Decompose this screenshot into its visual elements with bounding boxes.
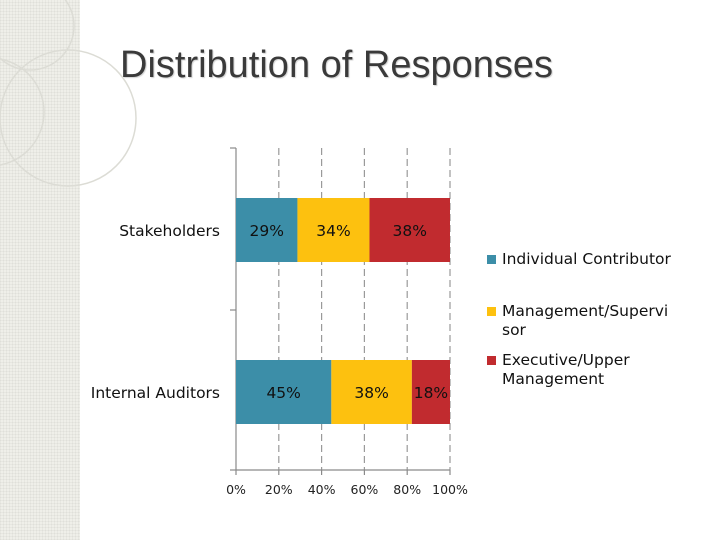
x-tick-label: 60% (351, 482, 379, 497)
category-label: Internal Auditors (91, 384, 220, 402)
data-label: 34% (316, 222, 350, 240)
x-tick-label: 0% (226, 482, 246, 497)
legend-item-management-supervisor: Management/Supervi sor (487, 302, 707, 340)
data-label: 45% (266, 384, 300, 402)
category-label: Stakeholders (119, 222, 220, 240)
data-label: 18% (414, 384, 448, 402)
bar-segment (236, 360, 332, 424)
bar-segment (331, 360, 412, 424)
bar-segment (411, 360, 450, 424)
decorative-circles (0, 0, 137, 187)
data-label: 29% (249, 222, 283, 240)
legend-label: Executive/Upper Management (502, 351, 630, 388)
bar-segment (369, 198, 450, 262)
data-label: 38% (393, 222, 427, 240)
legend-swatch (487, 307, 496, 316)
page-title: Distribution of Responses (120, 44, 553, 86)
x-tick-label: 20% (265, 482, 293, 497)
data-label: 38% (354, 384, 388, 402)
x-tick-label: 80% (393, 482, 421, 497)
x-tick-label: 100% (432, 482, 468, 497)
legend-label: Management/Supervi sor (502, 302, 669, 339)
bar-segment (297, 198, 370, 262)
legend-label: Individual Contributor (502, 250, 671, 268)
x-tick-label: 40% (308, 482, 336, 497)
bar-segment (236, 198, 298, 262)
legend-swatch (487, 356, 496, 365)
legend-item-individual-contributor: Individual Contributor (487, 250, 707, 269)
legend-item-executive-upper-management: Executive/Upper Management (487, 351, 707, 389)
legend-swatch (487, 255, 496, 264)
